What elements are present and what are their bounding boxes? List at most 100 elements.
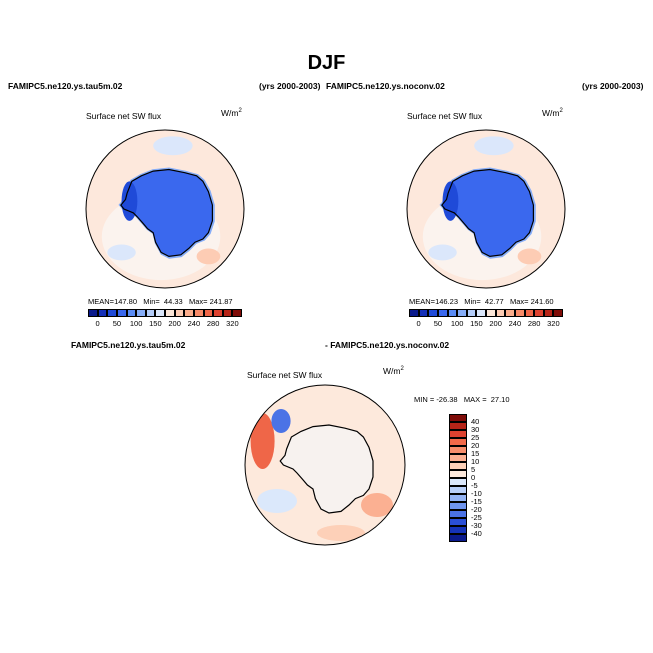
colorbar-swatch (449, 430, 467, 438)
colorbar-swatch (449, 518, 467, 526)
colorbar-tick-label: 280 (527, 319, 541, 328)
panel2-coastline (441, 168, 534, 258)
colorbar-swatch (534, 309, 544, 317)
colorbar-swatch (514, 309, 525, 317)
panel2-cloud-patch (474, 136, 514, 156)
right-years-label: (yrs 2000-2003) (582, 81, 644, 91)
panel3-field (245, 385, 405, 545)
colorbar-tick-label: 0 (416, 319, 421, 328)
colorbar-swatch (232, 309, 242, 317)
colorbar-tick-label: 320 (547, 319, 560, 328)
panel2-map-border (406, 129, 566, 289)
panel3-positive-patch (317, 525, 365, 541)
panel3-units: W/m2 (383, 366, 404, 376)
colorbar-swatch (88, 309, 98, 317)
panel3-antarctica-fill (280, 425, 373, 513)
colorbar-tick-label: 200 (489, 319, 502, 328)
colorbar-swatch (449, 454, 467, 462)
colorbar-tick-label: 50 (433, 319, 443, 328)
colorbar-swatch (447, 309, 458, 317)
panel2-stats: MEAN=146.23 Min= 42.77 Max= 241.60 (409, 297, 554, 306)
colorbar-swatch (107, 309, 117, 317)
colorbar-tick-label: 30 (471, 425, 480, 434)
left-years-label: (yrs 2000-2003) (259, 81, 321, 91)
colorbar-swatch (437, 309, 448, 317)
colorbar-swatch (449, 438, 467, 446)
colorbar-tick-label: 240 (187, 319, 201, 328)
colorbar-swatch (203, 309, 214, 317)
colorbar-tick-label: -10 (471, 489, 482, 498)
colorbar-tick-label: -20 (471, 505, 482, 514)
colorbar-swatch (543, 309, 554, 317)
colorbar-tick-label: -5 (471, 481, 478, 490)
panel1-map-border (85, 129, 245, 289)
colorbar-tick-label: 0 (471, 473, 476, 482)
colorbar-tick-label: 320 (226, 319, 239, 328)
colorbar-swatch (449, 414, 467, 422)
colorbar-swatch (466, 309, 477, 317)
panel3-positive-patch (361, 493, 393, 517)
colorbar-swatch (193, 309, 204, 317)
colorbar-tick-label: 25 (471, 433, 480, 442)
colorbar-swatch (155, 309, 165, 317)
colorbar-swatch (213, 309, 223, 317)
panel2-units: W/m2 (542, 108, 563, 118)
colorbar-tick-label: -15 (471, 497, 482, 506)
colorbar-tick-label: 150 (149, 319, 162, 328)
panel2-variable-label: Surface net SW flux (407, 111, 483, 121)
panel2-warm-patch (517, 248, 542, 265)
colorbar-swatch (449, 478, 467, 486)
colorbar-swatch (505, 309, 515, 317)
panel1-coastline (120, 168, 213, 258)
colorbar-swatch (126, 309, 137, 317)
colorbar-tick-label: -40 (471, 529, 482, 538)
colorbar-swatch (222, 309, 233, 317)
colorbar-swatch (553, 309, 563, 317)
panel1-units: W/m2 (221, 108, 242, 118)
panel3-positive-patch (250, 413, 275, 469)
colorbar-tick-label: 100 (129, 319, 143, 328)
colorbar-swatch (145, 309, 156, 317)
panel3-negative-patch (271, 409, 291, 433)
panel2-low-flux-patch (442, 181, 459, 221)
colorbar-swatch (449, 486, 467, 494)
colorbar-tick-label: -25 (471, 513, 482, 522)
colorbar-swatch (449, 494, 467, 502)
colorbar-swatch (165, 309, 175, 317)
panel2-antarctica-fill (441, 169, 534, 257)
colorbar-tick-label: 240 (508, 319, 522, 328)
colorbar-tick-label: 20 (471, 441, 480, 450)
colorbar-tick-label: 280 (206, 319, 220, 328)
panel3-stats: MIN = -26.38 MAX = 27.10 (414, 395, 510, 404)
colorbar-swatch (418, 309, 429, 317)
panel1-antarctica-fill (120, 169, 213, 257)
panel2-cloud-patch (428, 244, 457, 261)
colorbar-tick-label: 150 (470, 319, 483, 328)
colorbar-tick-label: 10 (471, 457, 480, 466)
panel3-negative-patch (257, 489, 297, 513)
colorbar-swatch (449, 510, 467, 518)
colorbar-swatch (476, 309, 486, 317)
diff-left-case-label: FAMIPC5.ne120.ys.tau5m.02 (71, 340, 186, 350)
panel1-warm-patch (196, 248, 221, 265)
panel1-field (86, 130, 244, 288)
panel1-stats: MEAN=147.80 Min= 44.33 Max= 241.87 (88, 297, 233, 306)
colorbar-swatch (136, 309, 146, 317)
colorbar-swatch (449, 446, 467, 454)
colorbar-swatch (449, 462, 467, 470)
panel1-cloud-patch (153, 136, 193, 156)
colorbar-swatch (457, 309, 467, 317)
colorbar-tick-label: 15 (471, 449, 480, 458)
panel3-variable-label: Surface net SW flux (247, 370, 323, 380)
panel2-field (407, 130, 565, 288)
colorbar-swatch (449, 470, 467, 478)
colorbar-swatch (97, 309, 108, 317)
colorbar-swatch (524, 309, 535, 317)
colorbar-swatch (428, 309, 438, 317)
colorbar-swatch (449, 422, 467, 430)
colorbar-swatch (449, 534, 467, 542)
colorbar-tick-label: -30 (471, 521, 482, 530)
colorbar-swatch (486, 309, 496, 317)
colorbar-tick-label: 100 (450, 319, 464, 328)
